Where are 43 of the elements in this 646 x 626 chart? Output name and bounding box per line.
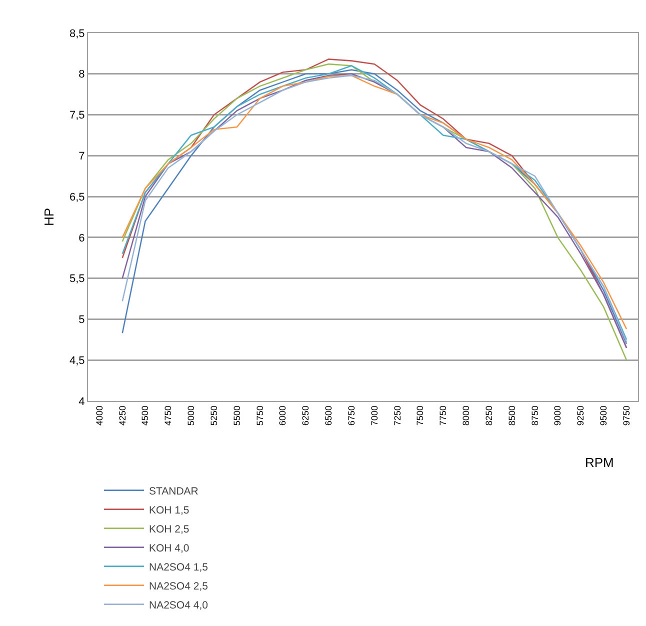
x-tick-label: 5750 [254,406,265,426]
y-axis-title: HP [41,208,56,226]
legend-label: KOH 4,0 [149,542,190,554]
x-tick-label: 4000 [94,406,104,426]
x-tick-label: 5500 [232,406,242,426]
x-tick-label: 5250 [208,406,219,426]
x-tick-label: 4750 [163,406,174,426]
x-tick-label: 6750 [346,406,356,426]
y-tick-label: 4,5 [70,354,85,367]
x-tick-label: 4250 [117,406,128,426]
legend-label: NA2SO4 2,5 [149,580,208,592]
x-tick-label: 8750 [530,406,540,426]
x-tick-label: 7500 [415,406,426,426]
legend-label: NA2SO4 1,5 [149,561,208,574]
y-tick-label: 7 [78,150,85,163]
x-tick-label: 7000 [369,406,380,426]
x-tick-label: 6000 [278,406,288,426]
y-tick-label: 6 [78,232,85,244]
x-tick-label: 5000 [186,406,196,426]
y-tick-label: 5,5 [70,273,85,286]
y-tick-label: 4 [78,396,85,408]
x-tick-label: 9500 [598,406,609,426]
x-tick-label: 8500 [506,406,517,426]
legend-label: NA2SO4 4,0 [149,599,208,612]
y-tick-label: 6,5 [70,191,85,204]
legend-label: STANDAR [149,485,199,498]
x-tick-label: 7750 [438,406,448,426]
x-tick-label: 9250 [576,406,586,426]
x-tick-label: 7250 [392,406,402,426]
x-tick-label: 8000 [461,406,472,426]
x-tick-label: 9750 [621,406,632,426]
legend-label: KOH 1,5 [149,504,190,516]
x-tick-label: 6250 [300,406,311,426]
x-tick-label: 4500 [140,406,150,426]
x-tick-label: 9000 [552,406,563,426]
y-tick-label: 5 [78,314,85,326]
y-tick-label: 8 [78,68,85,81]
y-tick-label: 7,5 [70,110,85,122]
y-tick-label: 8,5 [70,28,85,40]
x-axis-title: RPM [585,455,614,470]
x-tick-label: 6500 [324,406,334,426]
legend-label: KOH 2,5 [149,523,190,536]
x-tick-label: 8250 [484,406,494,426]
